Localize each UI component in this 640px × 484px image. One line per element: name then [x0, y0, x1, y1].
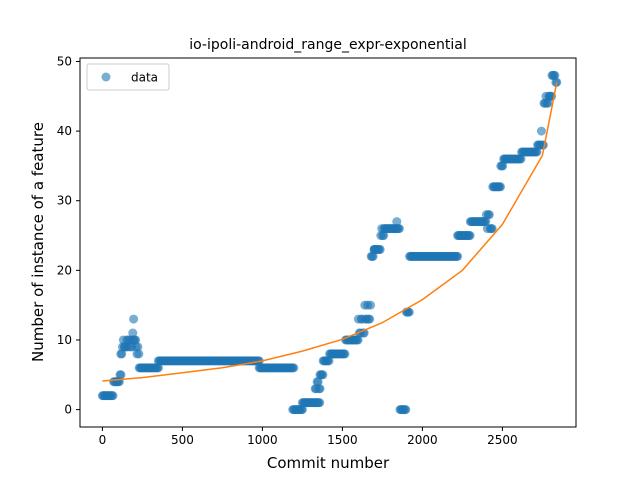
data-point [498, 161, 508, 171]
data-point [108, 391, 118, 401]
y-tick-label: 30 [57, 194, 72, 208]
x-tick-label: 1000 [247, 433, 278, 447]
data-point [487, 224, 497, 234]
data-layer [97, 70, 562, 415]
data-point [128, 328, 138, 338]
data-point [134, 349, 144, 359]
data-point [543, 98, 553, 108]
data-point [392, 217, 402, 227]
y-tick-label: 40 [57, 124, 72, 138]
x-tick-label: 500 [171, 433, 194, 447]
data-point [516, 154, 526, 164]
data-point [550, 70, 560, 80]
data-point [313, 377, 323, 387]
data-point [133, 342, 143, 352]
data-point [401, 405, 411, 415]
chart-title: io-ipoli-android_range_expr-exponential [189, 37, 467, 53]
y-axis: 0 10 20 30 40 50 [57, 54, 80, 417]
y-tick-label: 10 [57, 333, 72, 347]
axes-frame [79, 57, 577, 428]
x-tick-label: 2000 [407, 433, 438, 447]
y-axis-label: Number of instance of a feature [29, 122, 47, 362]
data-point [131, 335, 141, 345]
data-point [484, 210, 494, 220]
legend-box [86, 63, 170, 91]
data-point [495, 182, 505, 192]
data-point [366, 300, 376, 310]
fit-line [102, 82, 558, 382]
data-point [481, 217, 491, 227]
fit-layer [102, 82, 558, 382]
x-tick-label: 2500 [487, 433, 518, 447]
data-point [453, 251, 463, 261]
data-point [369, 244, 379, 254]
legend-marker-data [101, 72, 111, 82]
x-axis: 0 500 1000 1500 2000 2500 [99, 427, 518, 447]
data-point [404, 307, 414, 317]
data-point [365, 314, 375, 324]
data-point [340, 349, 350, 359]
data-point [324, 356, 334, 366]
data-point [532, 147, 542, 157]
data-point [297, 405, 307, 415]
data-point [318, 370, 328, 380]
x-tick-label: 0 [99, 433, 107, 447]
data-point [394, 224, 404, 234]
data-point [315, 398, 325, 408]
legend-label-data: data [131, 71, 158, 85]
x-axis-label: Commit number [267, 454, 390, 472]
y-tick-label: 50 [57, 54, 72, 68]
legend: data [86, 63, 170, 91]
data-point [116, 370, 126, 380]
data-point [536, 126, 546, 136]
data-point [465, 231, 475, 241]
y-tick-label: 20 [57, 263, 72, 277]
data-point [289, 363, 299, 373]
data-point [117, 349, 127, 359]
data-point [353, 335, 363, 345]
x-tick-label: 1500 [327, 433, 358, 447]
data-point [552, 77, 562, 87]
data-point [129, 314, 139, 324]
data-point [368, 251, 378, 261]
y-tick-label: 0 [64, 403, 72, 417]
data-point [379, 231, 389, 241]
data-point [153, 363, 163, 373]
data-point [315, 384, 325, 394]
